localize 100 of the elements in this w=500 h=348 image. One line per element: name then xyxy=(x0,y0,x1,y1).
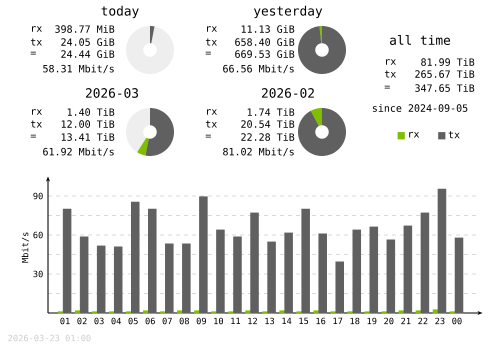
bar xyxy=(143,310,149,314)
text: 658.40 GiB xyxy=(235,38,294,46)
text: since 2024-09-05 xyxy=(372,104,468,112)
bar xyxy=(233,236,242,314)
x-tick-label: 14 xyxy=(282,318,292,324)
text: = xyxy=(206,134,211,138)
x-tick-label: 02 xyxy=(77,318,87,324)
x-tick-label: 03 xyxy=(94,318,104,324)
x-tick-label: 11 xyxy=(231,318,240,324)
x-tick-label: 18 xyxy=(350,318,360,324)
x-tick-label: 20 xyxy=(384,318,394,324)
bar xyxy=(74,310,80,314)
bar xyxy=(335,262,344,314)
bar xyxy=(177,310,183,314)
text: 58.31 Mbit/s xyxy=(43,64,114,74)
bar xyxy=(130,202,140,314)
bar xyxy=(62,208,72,314)
bar xyxy=(267,242,276,314)
text: 12.00 TiB xyxy=(62,120,114,128)
bar xyxy=(420,212,430,314)
bar xyxy=(199,196,208,314)
text: rx xyxy=(207,109,217,115)
x-tick-label: 10 xyxy=(214,318,224,324)
text: 81.99 TiB xyxy=(421,58,474,66)
bar xyxy=(386,240,396,314)
bar xyxy=(432,309,438,314)
text: tx xyxy=(30,38,42,46)
text: 669.53 GiB xyxy=(235,50,294,58)
text: rx xyxy=(32,109,42,115)
text: 1.74 TiB xyxy=(248,108,294,116)
text: = xyxy=(384,86,390,89)
bar xyxy=(194,310,200,314)
text: 1.40 TiB xyxy=(68,108,114,116)
bar xyxy=(301,208,310,314)
text: tx xyxy=(206,38,217,46)
text: = xyxy=(206,52,211,55)
text: rx xyxy=(32,26,42,32)
y-tick-label: 60 xyxy=(33,232,43,238)
bar xyxy=(398,310,404,314)
x-tick-label: 16 xyxy=(316,318,326,324)
bar xyxy=(404,226,412,314)
bar xyxy=(96,246,106,314)
y-tick-label: 30 xyxy=(33,270,43,278)
x-tick-label: 17 xyxy=(334,318,342,324)
text: 20.54 TiB xyxy=(241,120,294,128)
x-tick-label: 06 xyxy=(146,318,155,324)
y-tick-label: 90 xyxy=(33,192,43,200)
bar xyxy=(454,238,464,314)
bar xyxy=(279,310,285,314)
text: 24.05 GiB xyxy=(61,38,114,46)
y-axis-title: Mbit/s xyxy=(22,232,30,263)
x-tick-label: 05 xyxy=(128,318,138,324)
text: tx xyxy=(30,120,42,128)
bar xyxy=(216,230,225,314)
text: = xyxy=(30,52,36,55)
legend-label: rx xyxy=(409,132,420,138)
bar xyxy=(438,188,446,314)
text: 347.65 TiB xyxy=(415,84,474,92)
legend-label: tx xyxy=(448,131,460,138)
chart-title: 2026-02 xyxy=(262,88,314,98)
x-tick-label: 07 xyxy=(162,318,172,324)
bar xyxy=(318,234,327,314)
x-tick-label: 15 xyxy=(299,318,308,324)
bar xyxy=(250,212,259,314)
bar xyxy=(148,208,157,314)
x-tick-label: 12 xyxy=(248,318,257,324)
text: 61.92 Mbit/s xyxy=(43,148,114,156)
bar xyxy=(313,310,319,314)
x-tick-label: 22 xyxy=(418,318,428,324)
text: = xyxy=(30,134,36,138)
x-tick-label: 23 xyxy=(435,318,444,324)
bar xyxy=(114,246,122,314)
bar xyxy=(284,232,293,314)
text: 13.41 TiB xyxy=(62,133,114,141)
text: 66.56 Mbit/s xyxy=(223,64,294,74)
text: 22.28 TiB xyxy=(241,133,294,141)
text: tx xyxy=(206,120,217,128)
x-tick-label: 00 xyxy=(452,318,462,324)
chart-title: yesterday xyxy=(254,6,322,18)
text: 24.44 GiB xyxy=(61,50,114,58)
x-tick-label: 19 xyxy=(368,318,376,324)
text: rx xyxy=(207,26,217,32)
x-tick-label: 21 xyxy=(401,318,410,324)
text: 11.13 GiB xyxy=(242,25,294,33)
x-tick-label: 09 xyxy=(196,318,206,324)
x-tick-label: 13 xyxy=(265,318,274,324)
bar xyxy=(370,226,378,314)
x-tick-label: 04 xyxy=(112,318,121,324)
x-tick-label: 08 xyxy=(180,318,189,324)
chart-title: today xyxy=(102,6,139,18)
bar xyxy=(182,244,191,314)
chart-title: 2026-03 xyxy=(86,88,138,98)
text: tx xyxy=(384,70,396,78)
text: 265.67 TiB xyxy=(415,70,474,78)
bar xyxy=(416,310,422,314)
text: 398.77 MiB xyxy=(55,25,114,33)
bar xyxy=(80,236,88,314)
x-tick-label: 01 xyxy=(60,318,70,324)
text: 81.02 Mbit/s xyxy=(223,148,294,156)
text: all time xyxy=(390,35,450,45)
